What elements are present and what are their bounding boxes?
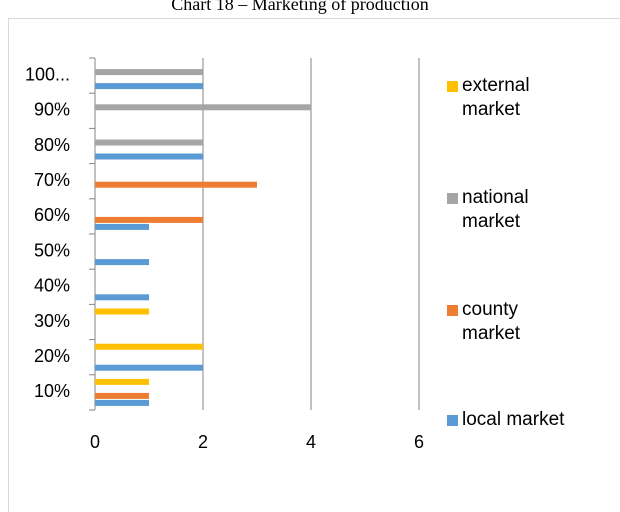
y-tick-label: 90% [34, 100, 70, 120]
legend-swatch [447, 81, 458, 92]
legend-item: external market [447, 74, 612, 122]
bar [95, 343, 203, 350]
bar [95, 294, 149, 301]
y-tick-label: 10% [34, 381, 70, 401]
x-tick-label: 0 [90, 432, 100, 452]
chart-title: Chart 18 – Marketing of production [171, 0, 428, 14]
bar [95, 223, 149, 230]
bar [95, 139, 203, 146]
x-tick-label: 2 [198, 432, 208, 452]
bar [95, 378, 149, 385]
legend-label: external market [462, 75, 530, 120]
y-tick-label: 50% [34, 240, 70, 260]
y-tick-label: 20% [34, 346, 70, 366]
bar [95, 69, 203, 76]
chart-border [8, 18, 620, 512]
bar [95, 399, 149, 406]
legend-label: local market [462, 409, 565, 430]
bar [95, 259, 149, 266]
legend-swatch [447, 305, 458, 316]
y-tick-label: 80% [34, 135, 70, 155]
bar [95, 104, 311, 111]
legend-swatch [447, 415, 458, 426]
legend-item: national market [447, 186, 612, 234]
y-tick-label: 40% [34, 276, 70, 296]
bar [95, 181, 257, 188]
legend-item: local market [447, 408, 612, 432]
legend-label: county market [462, 299, 521, 344]
y-tick-label: 60% [34, 205, 70, 225]
bar [95, 308, 149, 315]
legend-swatch [447, 193, 458, 204]
y-tick-label: 70% [34, 170, 70, 190]
x-tick-label: 6 [414, 432, 424, 452]
x-tick-label: 4 [306, 432, 316, 452]
legend-item: county market [447, 298, 612, 346]
bar [95, 392, 149, 399]
y-tick-label: 30% [34, 311, 70, 331]
y-tick-label: 100... [25, 64, 70, 84]
bar [95, 216, 203, 223]
bar [95, 83, 203, 90]
bar [95, 153, 203, 160]
legend-label: national market [462, 187, 529, 232]
bar [95, 364, 203, 371]
